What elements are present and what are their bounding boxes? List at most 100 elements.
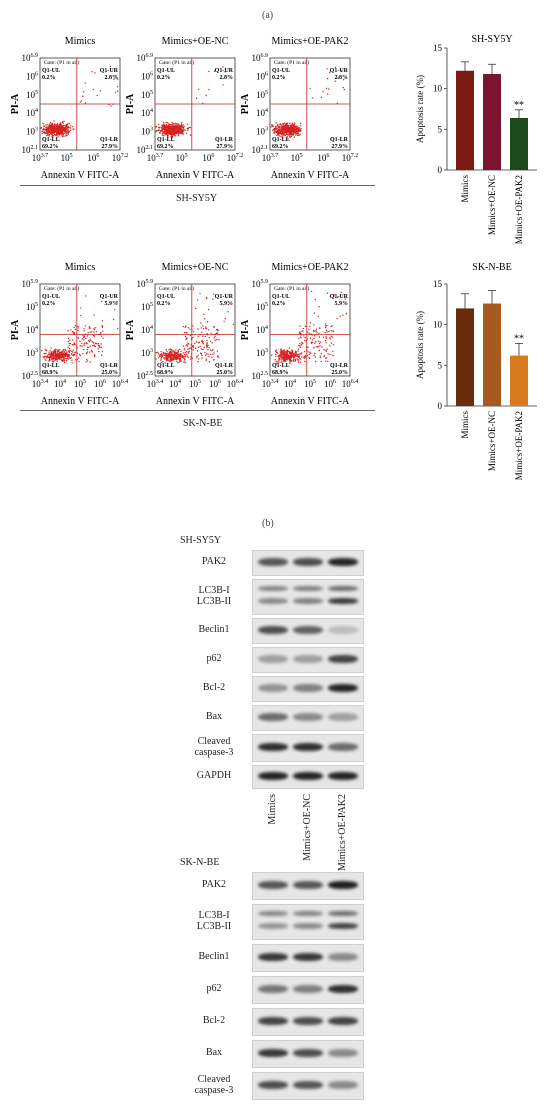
flow-event-dot [101,325,103,327]
flow-event-dot [48,133,51,136]
blot-band [328,655,358,663]
flow-event-dot [187,327,190,329]
flow-quadrant-value: 0.2% [157,75,171,81]
flow-quadrant-value: 69.2% [42,144,59,150]
flow-event-dot [48,126,50,128]
flow-event-dot [177,130,179,132]
flow-y-tick: 105 [141,90,153,100]
flow-event-dot [330,342,332,344]
flow-event-dot [280,354,283,356]
bar-category-label: Mimics+OE-NC [487,411,497,471]
flow-event-dot [280,356,283,358]
flow-event-dot [275,362,278,365]
flow-event-dot [284,125,287,127]
flow-event-dot [189,328,191,330]
flow-y-tick: 105 [141,302,153,312]
flow-event-dot [319,327,321,329]
flow-event-dot [165,132,167,135]
flow-event-dot [116,90,119,92]
flow-event-dot [173,127,175,130]
flow-event-dot [211,349,213,352]
flow-event-dot [326,77,329,80]
blot-band [293,911,323,916]
flow-event-dot [165,127,168,129]
blot-cell-line-label: SH-SY5Y [180,535,222,546]
flow-quadrant-name: Q1-LL [42,363,60,369]
flow-event-dot [62,354,64,356]
flow-event-dot [295,134,297,136]
flow-event-dot [165,121,167,124]
flow-divider [20,410,375,411]
flow-event-dot [53,120,55,122]
blot-band [258,558,288,566]
flow-event-dot [83,328,85,330]
flow-event-dot [212,349,214,351]
flow-x-tick: 103.7 [147,153,164,163]
flow-event-dot [57,354,59,357]
flow-event-dot [318,340,320,342]
flow-event-dot [189,126,191,129]
flow-event-dot [48,357,50,359]
flow-event-dot [296,358,298,360]
blot-band [328,985,358,993]
flow-event-dot [284,353,286,356]
flow-event-dot [294,359,296,361]
flow-event-dot [167,131,170,133]
flow-y-tick: 102.1 [22,145,39,155]
flow-event-dot [282,132,284,134]
blot-band [293,985,323,993]
blot-band [293,953,323,961]
flow-event-dot [63,125,65,127]
flow-quadrant-value: 69.2% [272,144,289,150]
flow-event-dot [314,330,316,332]
flow-x-tick: 103.4 [147,379,164,389]
flow-event-dot [61,351,64,353]
flow-event-dot [186,355,189,357]
flow-event-dot [169,350,171,353]
flow-event-dot [319,356,322,359]
flow-event-dot [282,360,285,362]
flow-event-dot [291,130,293,133]
flow-event-dot [89,340,91,343]
flow-event-dot [325,336,327,338]
blot-protein-label: GAPDH [196,770,232,781]
flow-quadrant-name: Q1-LL [272,137,290,143]
flow-event-dot [331,325,333,327]
flow-event-dot [79,354,81,357]
flow-event-dot [42,122,44,125]
flow-x-axis-label: Annexin V FITC-A [41,170,120,181]
flow-event-dot [59,125,61,128]
flow-event-dot [330,330,332,332]
flow-event-dot [299,128,301,131]
flow-event-dot [328,88,330,90]
flow-event-dot [166,133,168,135]
flow-event-dot [95,342,98,345]
flow-event-dot [301,356,303,358]
flow-row-sk-n-be: Mimics Gate: (P1 in all) Q1-UL 0.2% Q1-UR 5.9… [0,256,420,416]
flow-event-dot [277,134,279,136]
flow-y-tick: 104 [26,325,38,335]
flow-event-dot [304,360,306,363]
flow-event-dot [300,127,302,130]
flow-event-dot [214,335,216,337]
flow-event-dot [73,332,76,334]
flow-event-dot [53,130,55,132]
flow-event-dot [162,361,164,363]
flow-quadrant-value: 0.2% [157,301,171,307]
flow-event-dot [296,353,298,355]
flow-event-dot [180,355,182,357]
blot-band [258,772,288,780]
flow-event-dot [185,362,187,364]
flow-event-dot [288,133,290,135]
flow-event-dot [279,353,281,356]
flow-event-dot [171,136,173,139]
flow-event-dot [160,130,162,133]
flow-event-dot [79,340,81,342]
flow-plot: Mimics Gate: (P1 in all) Q1-UL0.2% Q1-UR5.9… [10,262,128,407]
flow-event-dot [50,356,52,358]
flow-event-dot [83,91,85,93]
flow-event-dot [86,346,89,349]
flow-event-dot [89,361,91,363]
flow-event-dot [170,352,173,354]
flow-event-dot [175,349,177,351]
